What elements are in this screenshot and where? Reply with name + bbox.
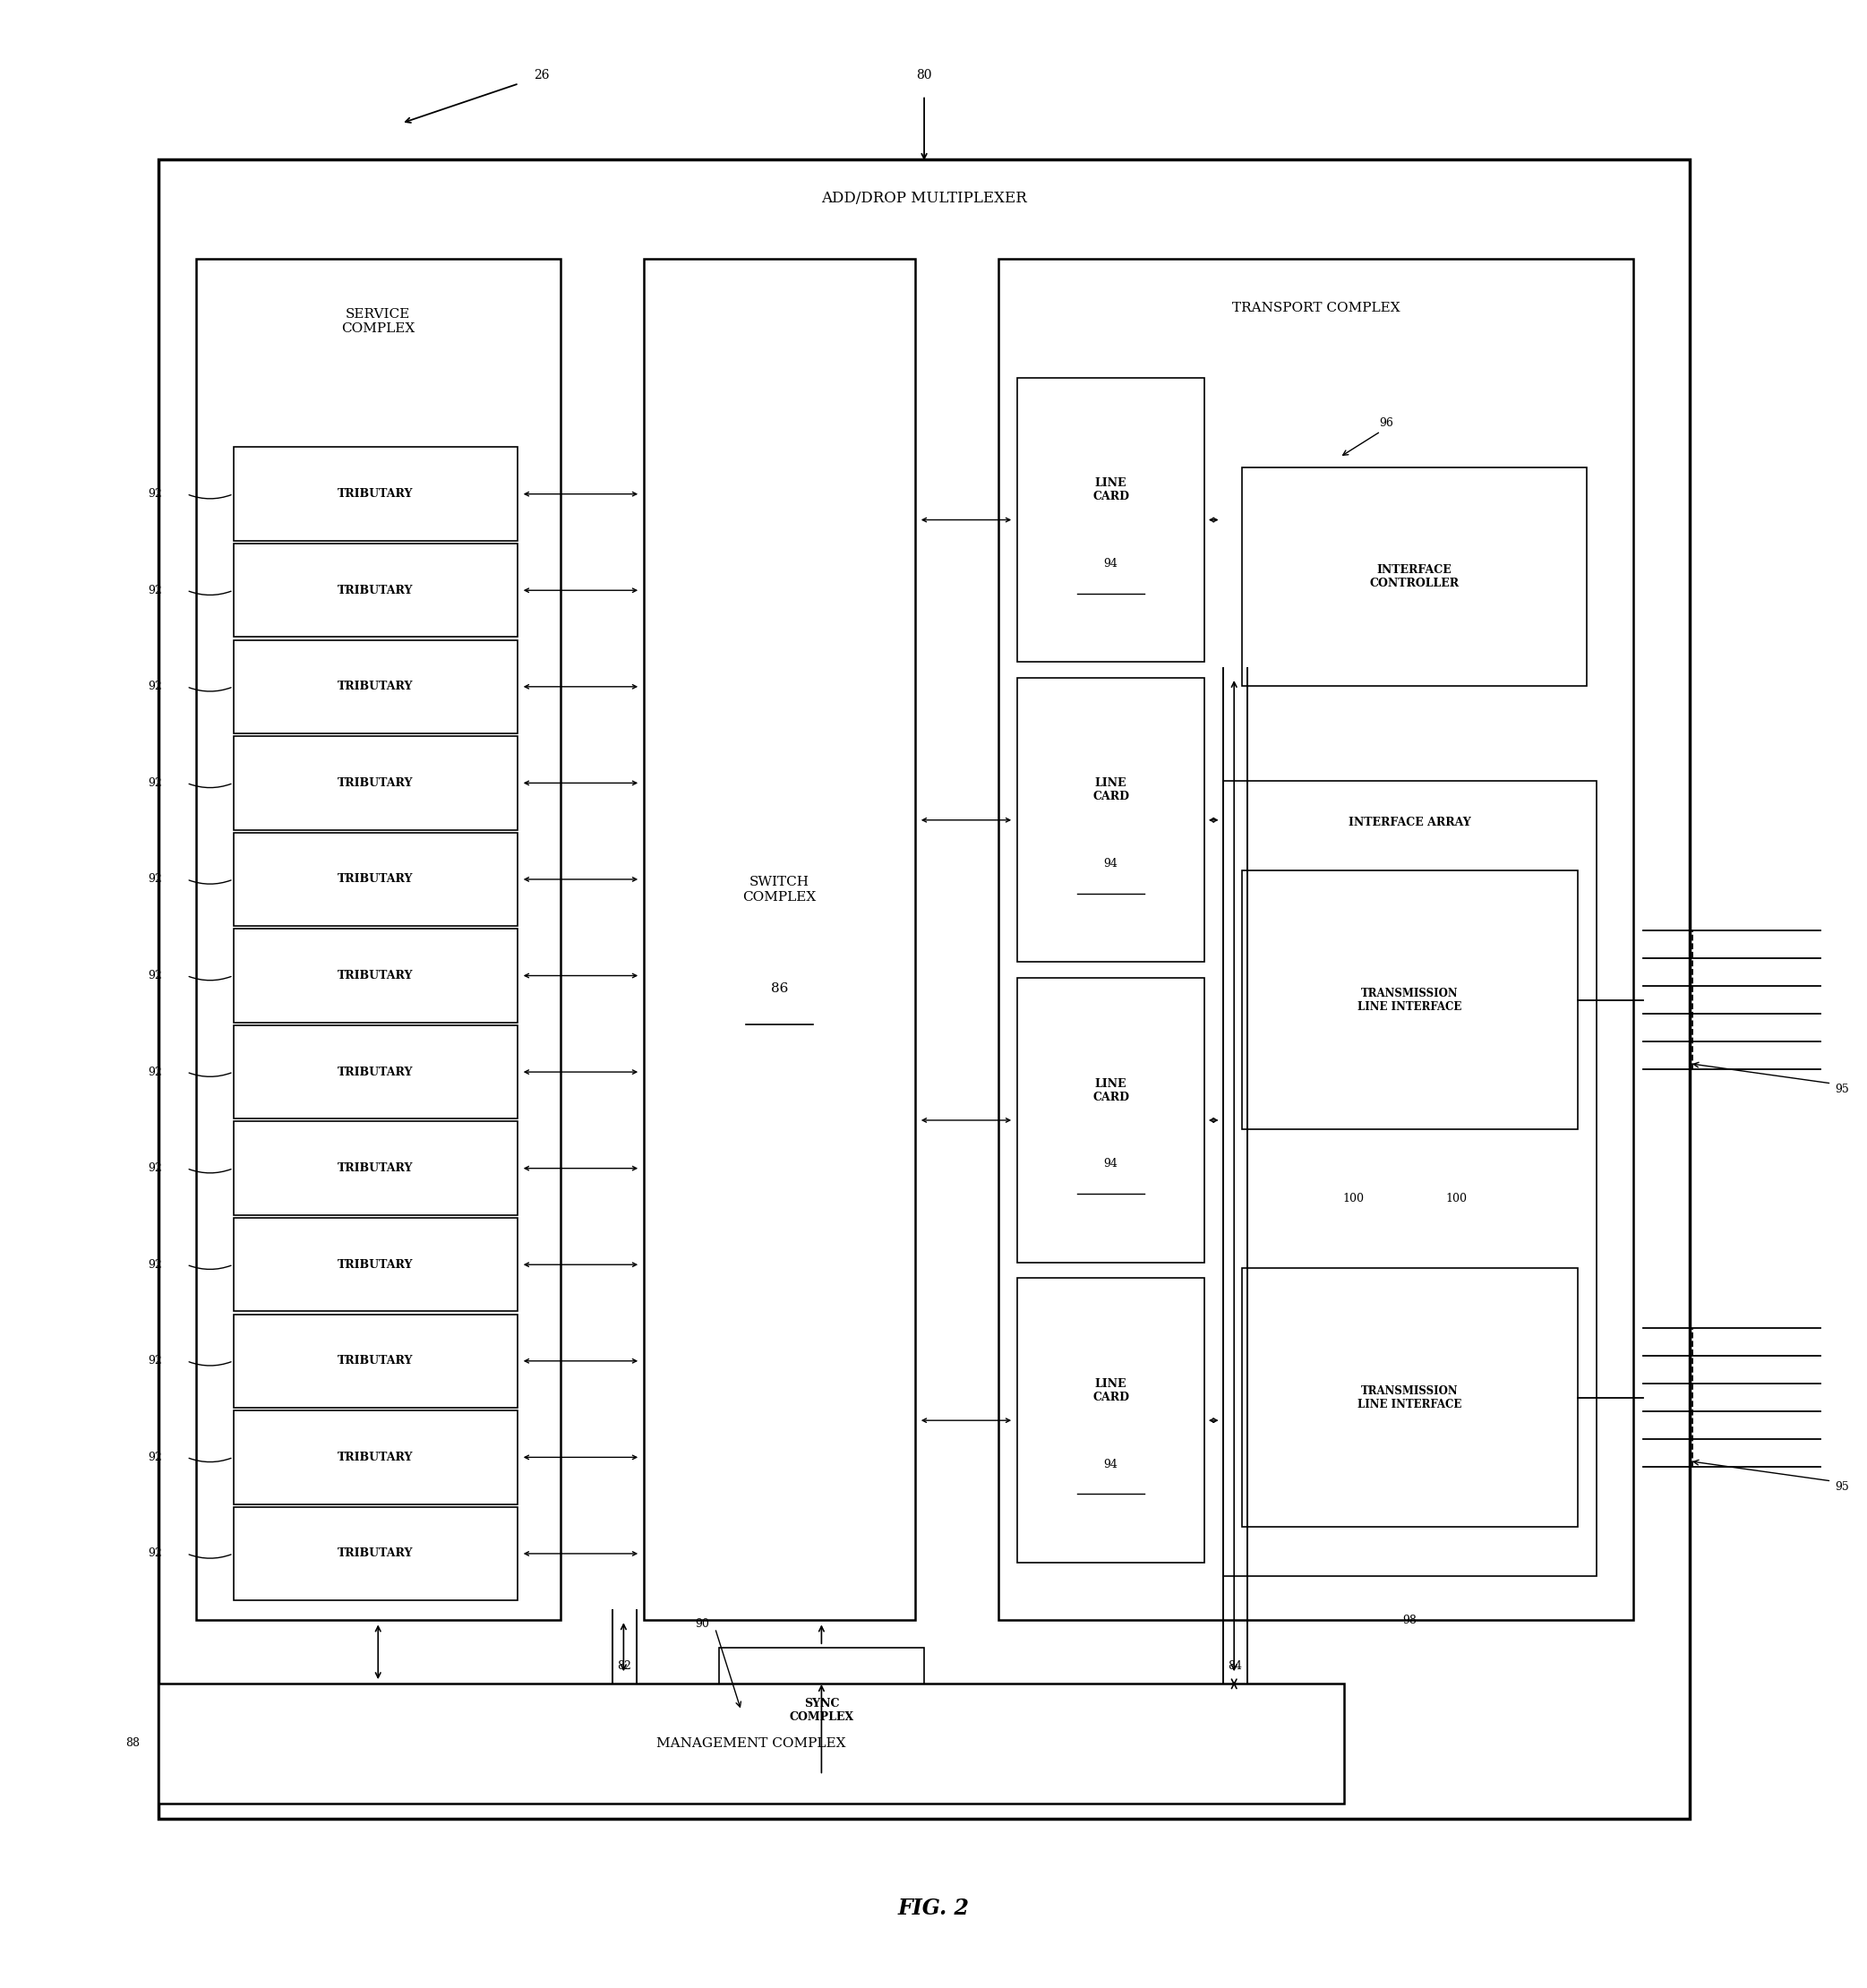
Text: 94: 94	[1103, 559, 1118, 569]
Text: TRIBUTARY: TRIBUTARY	[338, 970, 413, 982]
Text: 88: 88	[125, 1738, 140, 1749]
Bar	[1018, 978, 1204, 1262]
Bar	[233, 447, 517, 541]
Bar	[1242, 1268, 1578, 1527]
Bar	[196, 258, 560, 1620]
Text: LINE
CARD: LINE CARD	[1092, 1378, 1130, 1404]
Text: TRIBUTARY: TRIBUTARY	[338, 489, 413, 499]
Bar	[719, 1648, 924, 1773]
Bar	[233, 1026, 517, 1119]
Bar	[233, 928, 517, 1022]
Text: 94: 94	[1103, 859, 1118, 869]
Bar	[233, 1219, 517, 1312]
Text: TRANSPORT COMPLEX: TRANSPORT COMPLEX	[1232, 302, 1400, 314]
Text: INTERFACE
CONTROLLER: INTERFACE CONTROLLER	[1369, 565, 1460, 588]
Text: TRIBUTARY: TRIBUTARY	[338, 1451, 413, 1463]
Bar	[1018, 378, 1204, 662]
Text: FIG. 2: FIG. 2	[898, 1899, 969, 1918]
Text: TRIBUTARY: TRIBUTARY	[338, 873, 413, 885]
Text: SWITCH
COMPLEX: SWITCH COMPLEX	[743, 877, 816, 903]
Bar	[233, 1411, 517, 1505]
Bar	[159, 159, 1690, 1819]
Text: 100: 100	[1445, 1193, 1467, 1205]
Bar	[1223, 781, 1596, 1576]
Text: INTERFACE ARRAY: INTERFACE ARRAY	[1348, 817, 1471, 829]
Text: 92: 92	[147, 584, 162, 596]
Text: 95: 95	[1835, 1083, 1850, 1095]
Text: LINE
CARD: LINE CARD	[1092, 477, 1130, 503]
Text: 92: 92	[147, 1549, 162, 1559]
Text: LINE
CARD: LINE CARD	[1092, 777, 1130, 803]
Text: 86: 86	[771, 982, 788, 996]
Text: 92: 92	[147, 1066, 162, 1077]
Text: 96: 96	[1380, 417, 1393, 429]
Text: 80: 80	[917, 70, 932, 82]
Bar	[1242, 871, 1578, 1129]
Bar	[159, 1684, 1344, 1803]
Text: TRIBUTARY: TRIBUTARY	[338, 1356, 413, 1368]
Text: 26: 26	[534, 70, 549, 82]
Bar	[999, 258, 1634, 1620]
Bar	[1018, 678, 1204, 962]
Text: SERVICE
COMPLEX: SERVICE COMPLEX	[342, 308, 414, 336]
Text: 94: 94	[1103, 1459, 1118, 1469]
Text: 92: 92	[147, 1356, 162, 1368]
Bar	[233, 1121, 517, 1215]
Text: 94: 94	[1103, 1159, 1118, 1169]
Bar	[1018, 1278, 1204, 1563]
Text: TRIBUTARY: TRIBUTARY	[338, 1066, 413, 1077]
Bar	[233, 640, 517, 734]
Text: TRIBUTARY: TRIBUTARY	[338, 1258, 413, 1270]
Text: TRIBUTARY: TRIBUTARY	[338, 584, 413, 596]
Text: 92: 92	[147, 680, 162, 692]
Text: 90: 90	[695, 1618, 709, 1630]
Bar	[644, 258, 915, 1620]
Text: 92: 92	[147, 489, 162, 499]
Bar	[233, 833, 517, 926]
Bar	[233, 1507, 517, 1600]
Text: TRANSMISSION
LINE INTERFACE: TRANSMISSION LINE INTERFACE	[1357, 988, 1462, 1012]
Text: 84: 84	[1228, 1660, 1242, 1672]
Text: 100: 100	[1342, 1193, 1365, 1205]
Bar	[233, 736, 517, 829]
Text: SYNC
COMPLEX: SYNC COMPLEX	[790, 1698, 853, 1724]
Text: 82: 82	[618, 1660, 631, 1672]
Text: 92: 92	[147, 1258, 162, 1270]
Text: ADD/DROP MULTIPLEXER: ADD/DROP MULTIPLEXER	[821, 191, 1027, 207]
Text: TRIBUTARY: TRIBUTARY	[338, 1163, 413, 1175]
Text: 92: 92	[147, 777, 162, 789]
Text: LINE
CARD: LINE CARD	[1092, 1077, 1130, 1103]
Text: 92: 92	[147, 970, 162, 982]
Bar	[233, 1314, 517, 1408]
Text: 92: 92	[147, 1163, 162, 1175]
Text: TRIBUTARY: TRIBUTARY	[338, 777, 413, 789]
Bar	[1242, 467, 1587, 686]
Text: MANAGEMENT COMPLEX: MANAGEMENT COMPLEX	[657, 1738, 846, 1749]
Text: 95: 95	[1835, 1481, 1850, 1493]
Text: 98: 98	[1402, 1614, 1417, 1626]
Text: 92: 92	[147, 873, 162, 885]
Text: 92: 92	[147, 1451, 162, 1463]
Text: TRIBUTARY: TRIBUTARY	[338, 680, 413, 692]
Bar	[233, 543, 517, 636]
Text: TRIBUTARY: TRIBUTARY	[338, 1549, 413, 1559]
Text: TRANSMISSION
LINE INTERFACE: TRANSMISSION LINE INTERFACE	[1357, 1386, 1462, 1409]
